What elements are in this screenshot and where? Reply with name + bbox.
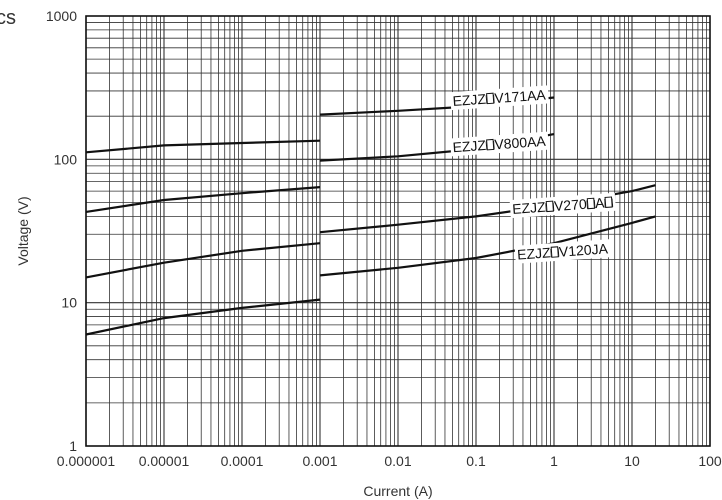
x-tick-label: 0.01 — [384, 453, 411, 469]
y-tick-label: 100 — [54, 151, 78, 167]
series-label-background — [449, 131, 549, 157]
x-tick-label: 0.00001 — [139, 453, 190, 469]
placeholder-box — [545, 200, 554, 213]
series-line — [85, 139, 321, 154]
series-line — [85, 186, 321, 213]
series-labels: EZJZ□V171AA EZJZ□V800AA EZJZ□V270□A□ EZJZ□V… — [449, 85, 617, 264]
series-line — [85, 242, 321, 279]
series-label-text: EZJZ□V800AA — [452, 133, 547, 156]
x-tick-label: 1 — [550, 453, 558, 469]
x-axis-label: Current (A) — [363, 483, 432, 499]
x-tick-label: 10 — [624, 453, 640, 469]
x-tick-label: 0.1 — [466, 453, 486, 469]
y-tick-label: 1000 — [46, 8, 77, 24]
placeholder-box — [486, 92, 495, 105]
x-tick-label: 0.001 — [302, 453, 337, 469]
series-label-background — [449, 85, 549, 111]
series-label-text: EZJZ□V171AA — [452, 87, 547, 110]
series-line — [85, 298, 321, 336]
series-label: EZJZ□V171AA — [449, 85, 549, 111]
placeholder-box — [486, 138, 495, 151]
tick-labels: 0.000001 0.00001 0.0001 0.001 0.01 0.1 1 10 100 1… — [46, 8, 722, 469]
grid-layer — [85, 16, 710, 447]
series-label: EZJZ□V270□A□ — [509, 192, 617, 219]
plot-frame — [85, 15, 711, 447]
x-tick-label: 0.000001 — [57, 453, 116, 469]
placeholder-box — [604, 196, 613, 208]
y-tick-label: 1 — [69, 438, 77, 454]
x-tick-label: 100 — [698, 453, 722, 469]
clipped-heading-text: cs — [0, 7, 16, 29]
series-label-background — [514, 239, 612, 264]
series-label: EZJZ□V800AA — [449, 131, 549, 157]
y-tick-label: 10 — [61, 295, 77, 311]
placeholder-box — [586, 197, 595, 210]
series-label-text: EZJZ□V120JA — [517, 240, 609, 262]
y-axis-label: Voltage (V) — [15, 196, 31, 265]
series-label: EZJZ□V120JA — [514, 239, 612, 264]
x-tick-label: 0.0001 — [221, 453, 264, 469]
placeholder-box — [550, 246, 559, 258]
